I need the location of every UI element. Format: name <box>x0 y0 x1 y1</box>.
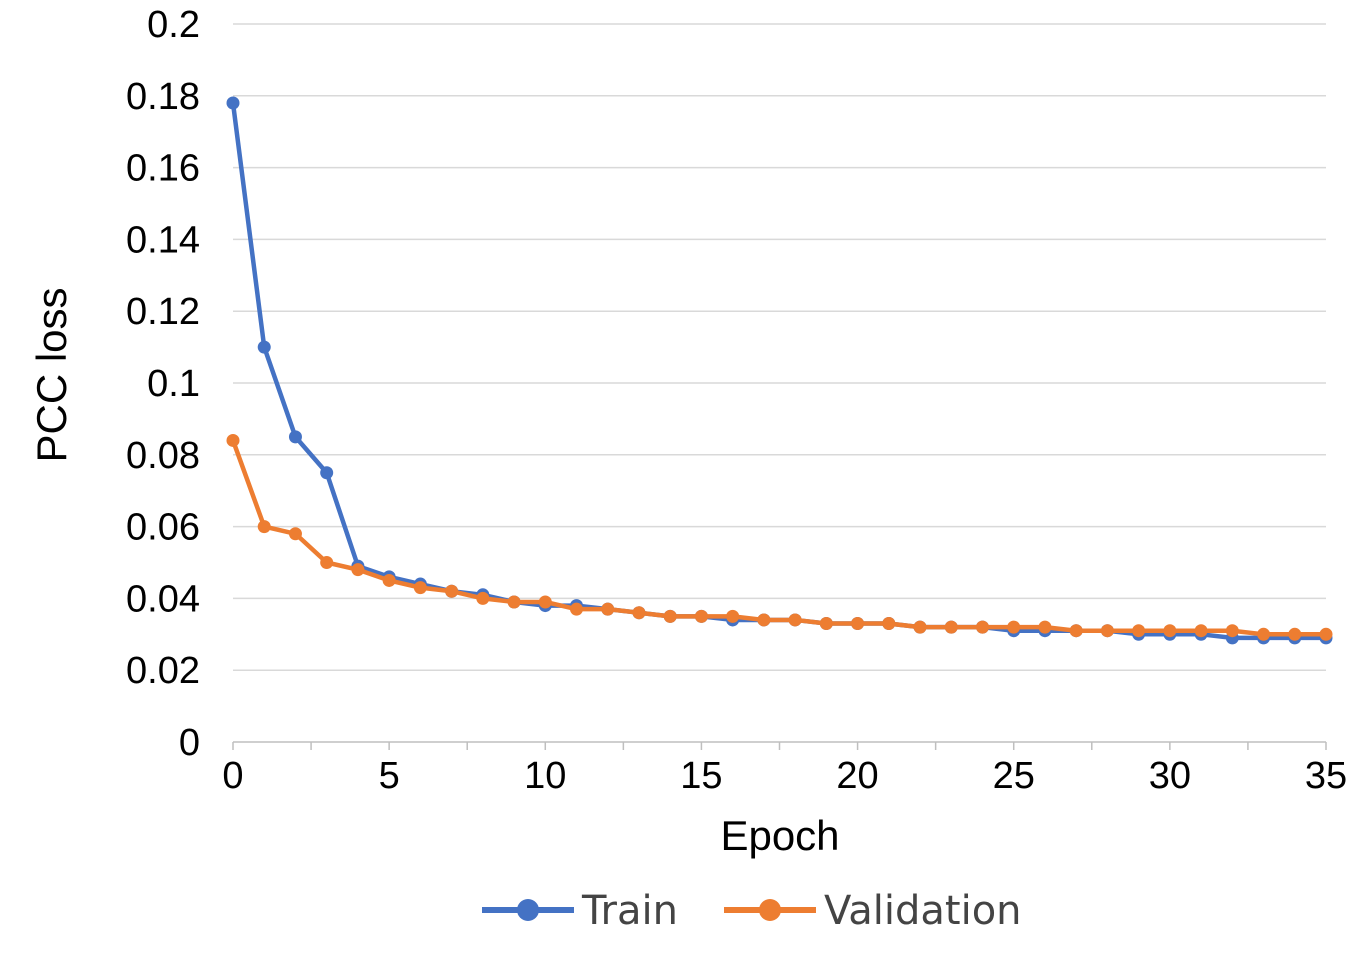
y-tick-label: 0.14 <box>126 219 200 261</box>
legend-swatch-marker <box>759 899 781 921</box>
y-tick-label: 0.08 <box>126 435 200 477</box>
x-tick-label: 30 <box>1149 755 1191 797</box>
data-point <box>1069 624 1083 638</box>
data-point <box>757 613 771 627</box>
data-point <box>1007 620 1021 634</box>
y-tick-label: 0 <box>179 722 200 764</box>
data-point <box>288 430 302 444</box>
data-point <box>538 595 552 609</box>
data-point <box>351 563 365 577</box>
grid-lines <box>233 23 1326 671</box>
y-tick-label: 0.2 <box>147 4 200 46</box>
data-point <box>257 520 271 534</box>
data-point <box>320 556 334 569</box>
data-point <box>726 609 740 623</box>
data-point <box>413 581 427 595</box>
data-point <box>1319 627 1333 641</box>
data-point <box>944 620 958 634</box>
series-line <box>230 102 1326 641</box>
legend-label: Validation <box>824 888 1022 934</box>
x-tick-labels: 0 5 10 15 20 25 30 35 <box>222 755 1347 797</box>
x-tick-label: 35 <box>1305 755 1347 797</box>
data-point <box>288 527 302 541</box>
data-point <box>1132 624 1146 638</box>
y-axis-title: PCC loss <box>28 287 75 462</box>
legend-label: Train <box>581 888 678 934</box>
y-tick-label: 0.1 <box>147 363 200 405</box>
data-point <box>476 591 490 605</box>
data-point <box>851 617 865 631</box>
x-tick-label: 20 <box>836 755 878 797</box>
legend: Train Validation <box>482 888 1022 934</box>
data-point <box>788 613 802 627</box>
x-axis-title: Epoch <box>720 812 839 859</box>
data-point <box>601 602 615 616</box>
data-point <box>882 617 896 631</box>
data-point <box>1288 627 1302 641</box>
data-point <box>320 466 334 480</box>
data-point <box>663 609 677 623</box>
data-point <box>1100 624 1114 638</box>
x-axis <box>232 741 1327 750</box>
legend-item-validation: Validation <box>724 888 1022 934</box>
data-point <box>975 620 989 634</box>
x-tick-label: 0 <box>222 755 243 797</box>
y-tick-label: 0.02 <box>126 650 200 692</box>
y-tick-label: 0.16 <box>126 148 200 190</box>
y-tick-label: 0.12 <box>126 291 200 333</box>
legend-item-train: Train <box>482 888 678 934</box>
data-point <box>445 584 459 598</box>
x-tick-label: 25 <box>993 755 1035 797</box>
y-tick-label: 0.04 <box>126 578 200 620</box>
series-train <box>226 96 1333 645</box>
series-layer <box>226 96 1333 645</box>
data-point <box>913 620 927 634</box>
y-tick-label: 0.18 <box>126 76 200 118</box>
data-point <box>507 595 521 609</box>
data-point <box>1225 624 1239 638</box>
legend-swatch-marker <box>517 899 539 921</box>
series-line <box>230 439 1326 637</box>
data-point <box>1257 627 1271 641</box>
y-tick-label: 0.06 <box>126 507 200 549</box>
x-tick-label: 10 <box>524 755 566 797</box>
x-tick-label: 15 <box>680 755 722 797</box>
data-point <box>1194 624 1208 638</box>
data-point <box>632 606 646 620</box>
x-tick-label: 5 <box>379 755 400 797</box>
data-point <box>226 433 240 447</box>
data-point <box>257 340 271 354</box>
data-point <box>694 609 708 623</box>
y-tick-labels: 0 0.02 0.04 0.06 0.08 0.1 0.12 0.14 0.16 0.18 0.2 <box>126 4 200 764</box>
data-point <box>570 602 584 616</box>
data-point <box>1038 620 1052 634</box>
series-validation <box>226 433 1333 641</box>
data-point <box>1163 624 1177 638</box>
data-point <box>819 617 833 631</box>
data-point <box>226 96 240 110</box>
data-point <box>382 573 396 587</box>
